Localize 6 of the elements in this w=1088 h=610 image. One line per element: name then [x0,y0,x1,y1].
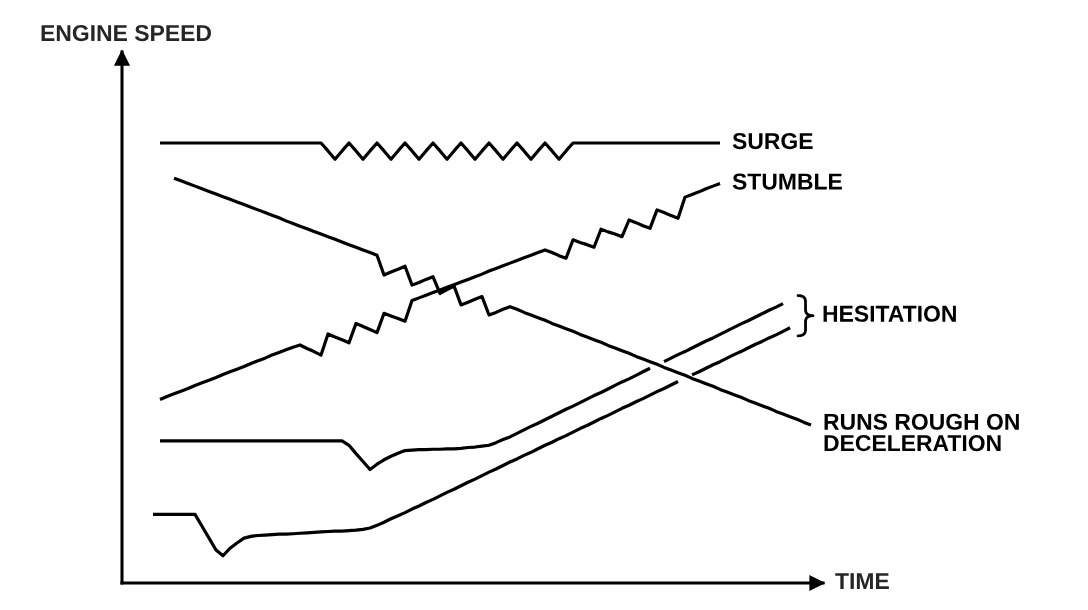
x-axis-title: TIME [835,573,889,589]
y-axis-title: ENGINE SPEED [41,24,211,42]
series-label: STUMBLE [732,173,842,190]
series-label: SURGE [732,132,813,150]
legend-label: HESITATION [823,305,956,322]
series-label: RUNS ROUGH ON DECELERATION [824,413,1019,452]
